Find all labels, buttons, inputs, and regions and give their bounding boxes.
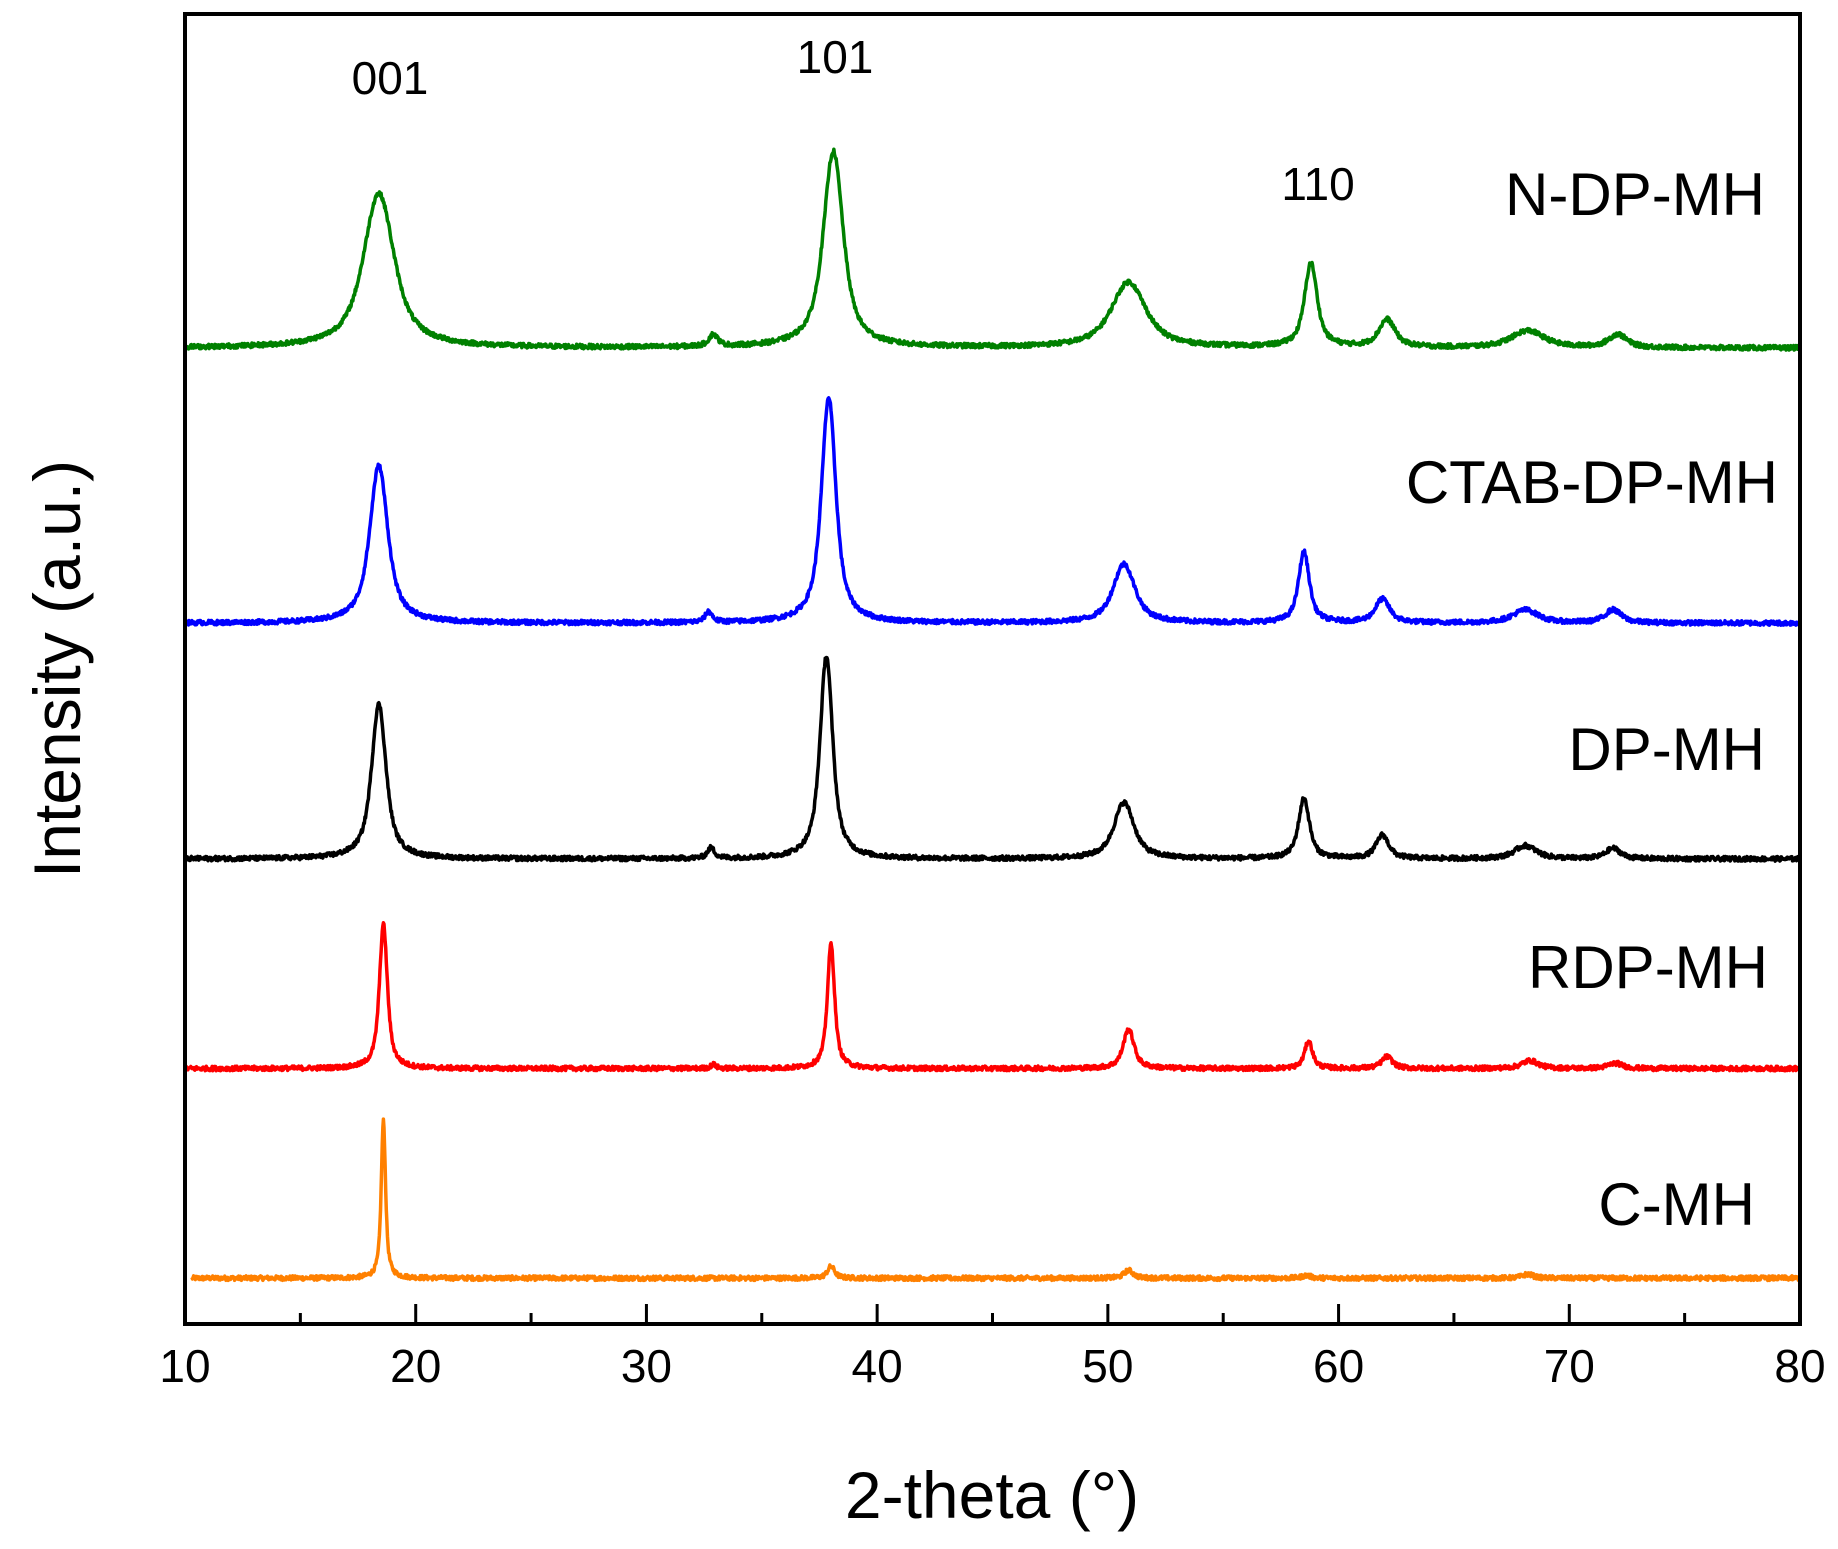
series-layer bbox=[183, 147, 1802, 1283]
peak-label-101: 101 bbox=[797, 31, 874, 83]
series-line-n-dp-mh bbox=[183, 147, 1802, 352]
x-axis-title: 2-theta (°) bbox=[845, 1458, 1139, 1532]
x-tick-label: 10 bbox=[159, 1340, 210, 1392]
series-labels: C-MH RDP-MH DP-MH CTAB-DP-MH N-DP-MH bbox=[1406, 161, 1778, 1238]
peak-annotations: 001 101 110 bbox=[352, 31, 1355, 210]
series-line-dp-mh bbox=[183, 655, 1802, 863]
x-tick-label: 80 bbox=[1774, 1340, 1825, 1392]
y-axis-title: Intensity (a.u.) bbox=[20, 460, 94, 878]
x-tick-label: 50 bbox=[1082, 1340, 1133, 1392]
x-axis-ticks bbox=[183, 1304, 1802, 1324]
series-label-dp-mh: DP-MH bbox=[1568, 716, 1765, 783]
series-label-rdp-mh: RDP-MH bbox=[1528, 934, 1768, 1001]
series-label-n-dp-mh: N-DP-MH bbox=[1505, 161, 1765, 228]
series-line-rdp-mh bbox=[183, 921, 1802, 1073]
series-line-c-mh bbox=[190, 1117, 1802, 1283]
peak-label-110: 110 bbox=[1281, 158, 1354, 210]
series-line-ctab-dp-mh bbox=[183, 396, 1802, 627]
peak-label-001: 001 bbox=[352, 52, 429, 104]
x-tick-label: 40 bbox=[852, 1340, 903, 1392]
x-axis-tick-labels: 10 20 30 40 50 60 70 80 bbox=[159, 1340, 1825, 1392]
x-tick-label: 70 bbox=[1544, 1340, 1595, 1392]
series-label-ctab-dp-mh: CTAB-DP-MH bbox=[1406, 449, 1778, 516]
x-tick-label: 60 bbox=[1313, 1340, 1364, 1392]
x-tick-label: 20 bbox=[390, 1340, 441, 1392]
x-tick-label: 30 bbox=[621, 1340, 672, 1392]
series-label-c-mh: C-MH bbox=[1598, 1171, 1755, 1238]
